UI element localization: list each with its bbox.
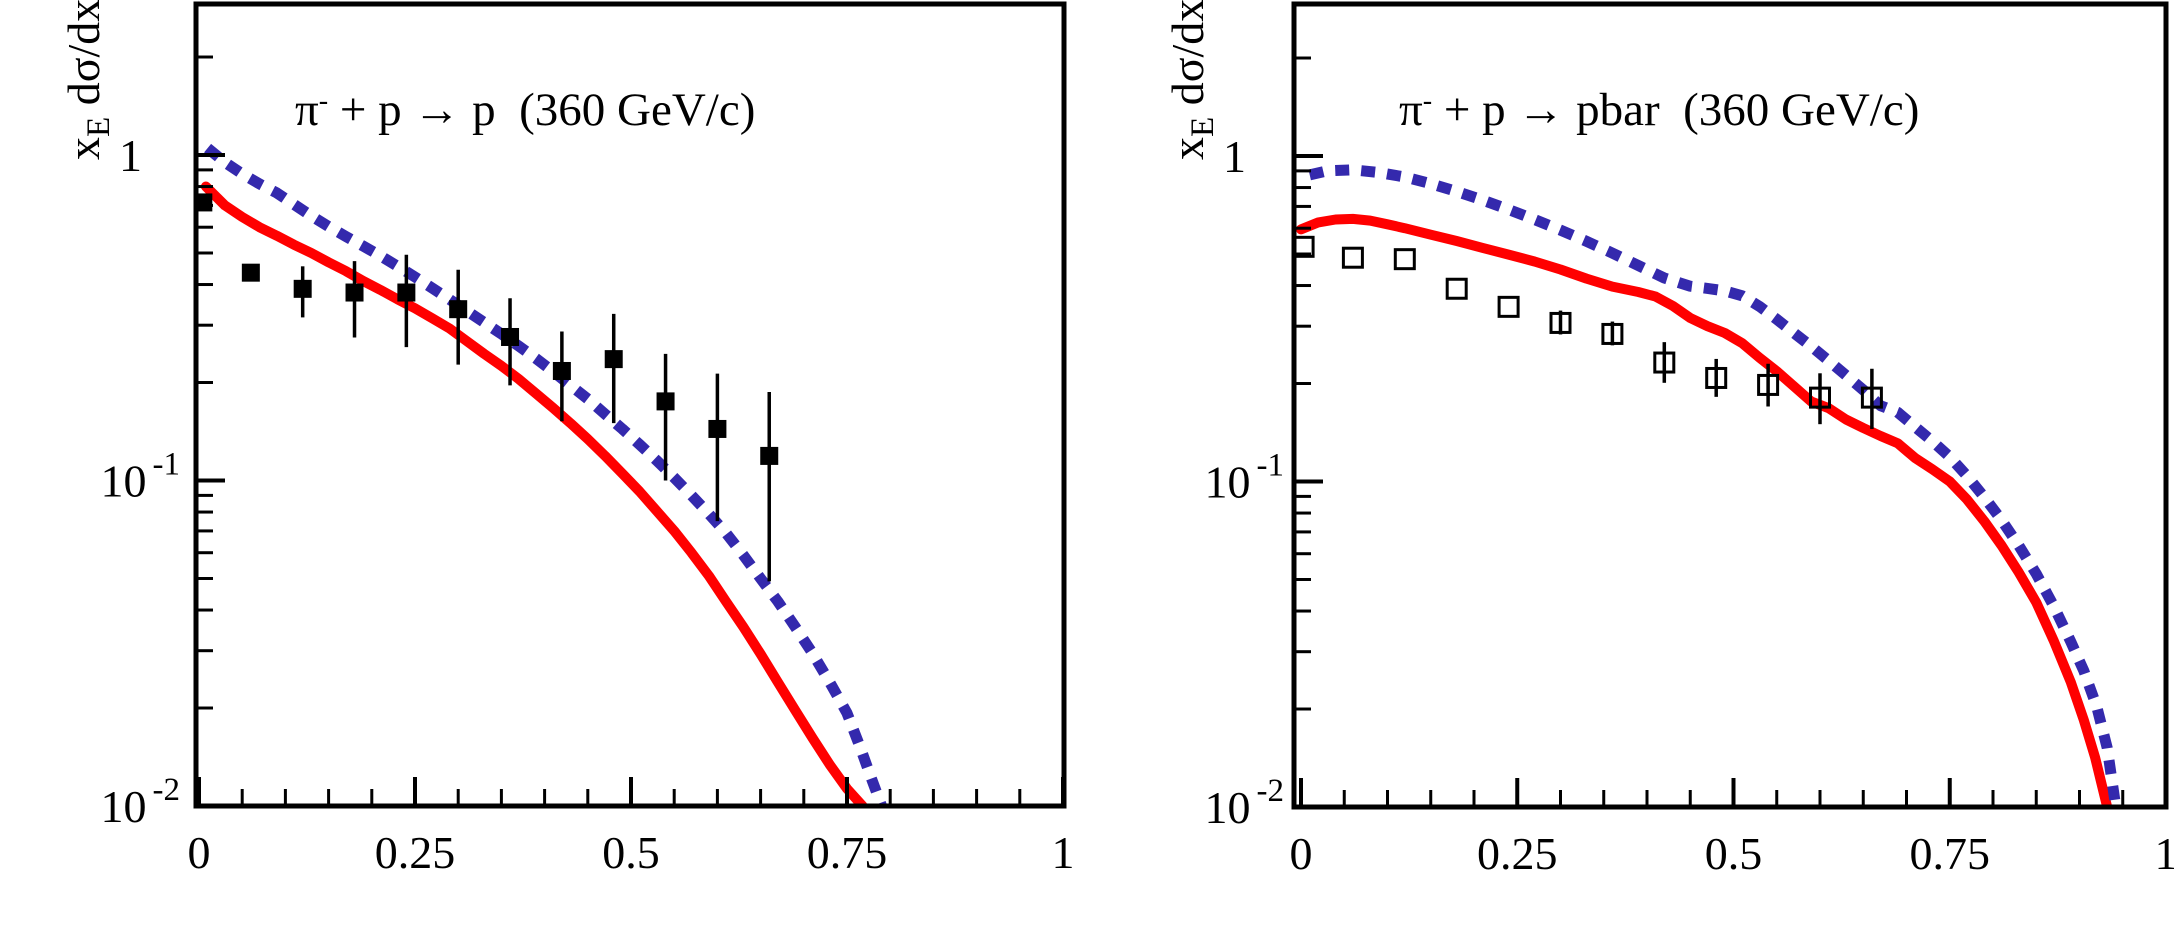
y-axis-title-text: dσ/dx bbox=[1161, 0, 1213, 117]
x-tick-label: 0.25 bbox=[375, 827, 456, 878]
y-tick-label: 10 -2 bbox=[1205, 773, 1285, 833]
error-bars-group bbox=[300, 254, 771, 582]
plot-frame bbox=[1291, 1, 2169, 810]
x-tick-label: 0.25 bbox=[1477, 828, 1558, 879]
title-right-sup: - bbox=[1422, 85, 1433, 117]
title-left-post: + p → p (360 GeV/c) bbox=[328, 84, 756, 136]
x-tick-label: 1 bbox=[2155, 828, 2174, 879]
y-axis-title-text: x bbox=[1161, 137, 1213, 160]
data-point-marker bbox=[708, 419, 727, 438]
plot-frame bbox=[193, 1, 1067, 809]
panel-title-left: π- + p → p (360 GeV/c) bbox=[248, 40, 755, 181]
y-tick-label: 10 -1 bbox=[1205, 448, 1285, 508]
data-point-marker bbox=[604, 350, 623, 369]
data-point-marker bbox=[1393, 248, 1416, 271]
data-point-marker bbox=[1653, 351, 1676, 374]
y-tick-label: 1 bbox=[119, 130, 142, 181]
y-axis-title-right: xE dσ/dxF bbox=[1112, 0, 1264, 206]
x-tick-label: 0.5 bbox=[602, 827, 660, 878]
data-points-group bbox=[194, 193, 779, 465]
x-axis-title-left: xF bbox=[1028, 874, 1115, 926]
panel-title-right: π- + p → pbar (360 GeV/c) bbox=[1352, 40, 1919, 181]
dashed-blue-curve bbox=[1308, 164, 2122, 807]
y-axis-title-text: dσ/dx bbox=[57, 0, 109, 117]
data-point-marker bbox=[1809, 386, 1831, 409]
title-right-pre: π bbox=[1399, 84, 1423, 136]
x-axis-ticks: 0 0.25 0.5 0.75 1 bbox=[188, 777, 1075, 878]
data-point-marker bbox=[1860, 386, 1883, 409]
curves-group bbox=[200, 143, 887, 806]
x-axis-title-text: x bbox=[1074, 917, 1097, 926]
y-axis-title-sub-e: E bbox=[1183, 116, 1221, 137]
y-tick-label: 10 -1 bbox=[101, 447, 181, 507]
y-tick-label: 1 bbox=[1223, 131, 1246, 182]
y-tick-label: 10 -2 bbox=[101, 772, 181, 832]
title-left-sup: - bbox=[318, 85, 329, 117]
data-point-marker bbox=[1549, 311, 1572, 334]
data-points-group bbox=[1292, 235, 1883, 409]
data-point-marker bbox=[552, 361, 571, 380]
data-point-marker bbox=[656, 392, 675, 411]
x-tick-label: 0.5 bbox=[1705, 828, 1763, 879]
data-point-marker bbox=[397, 283, 416, 302]
x-tick-label: 0.75 bbox=[807, 827, 888, 878]
y-axis-title-left: xE dσ/dxF bbox=[8, 0, 160, 206]
solid-red-curve bbox=[200, 181, 868, 806]
data-point-marker bbox=[501, 327, 520, 346]
data-point-marker bbox=[241, 263, 260, 282]
data-point-marker bbox=[194, 193, 213, 212]
data-point-marker bbox=[1341, 246, 1364, 269]
x-axis-ticks: 0 0.25 0.5 0.75 1 bbox=[1290, 778, 2174, 879]
dashed-blue-curve bbox=[204, 143, 887, 806]
data-point-marker bbox=[1705, 366, 1728, 389]
data-point-marker bbox=[449, 300, 468, 319]
data-point-marker bbox=[345, 283, 364, 302]
y-axis-ticks: 1 10-1 10-2 bbox=[1205, 56, 1323, 833]
data-point-marker bbox=[1757, 373, 1780, 396]
x-tick-label: 0.75 bbox=[1910, 828, 1991, 879]
x-tick-label: 0 bbox=[188, 827, 211, 878]
y-axis-title-sub-e: E bbox=[79, 116, 117, 137]
title-right-post: + p → pbar (360 GeV/c) bbox=[1432, 84, 1920, 136]
curves-group bbox=[1296, 164, 2122, 807]
data-point-marker bbox=[1445, 277, 1468, 300]
x-tick-label: 0 bbox=[1290, 828, 1313, 879]
title-left-pre: π bbox=[295, 84, 319, 136]
x-axis-title-right: xF bbox=[2130, 874, 2174, 926]
y-axis-title-text: x bbox=[57, 137, 109, 160]
data-point-marker bbox=[1497, 295, 1520, 318]
data-point-marker bbox=[1292, 235, 1315, 258]
data-point-marker bbox=[1601, 322, 1624, 345]
x-tick-label: 1 bbox=[1052, 827, 1075, 878]
error-bars-group bbox=[1558, 310, 1874, 429]
data-point-marker bbox=[760, 446, 779, 465]
solid-red-curve bbox=[1296, 213, 2113, 807]
y-axis-ticks: 1 10-1 10-2 bbox=[101, 55, 225, 832]
data-point-marker bbox=[293, 279, 312, 298]
